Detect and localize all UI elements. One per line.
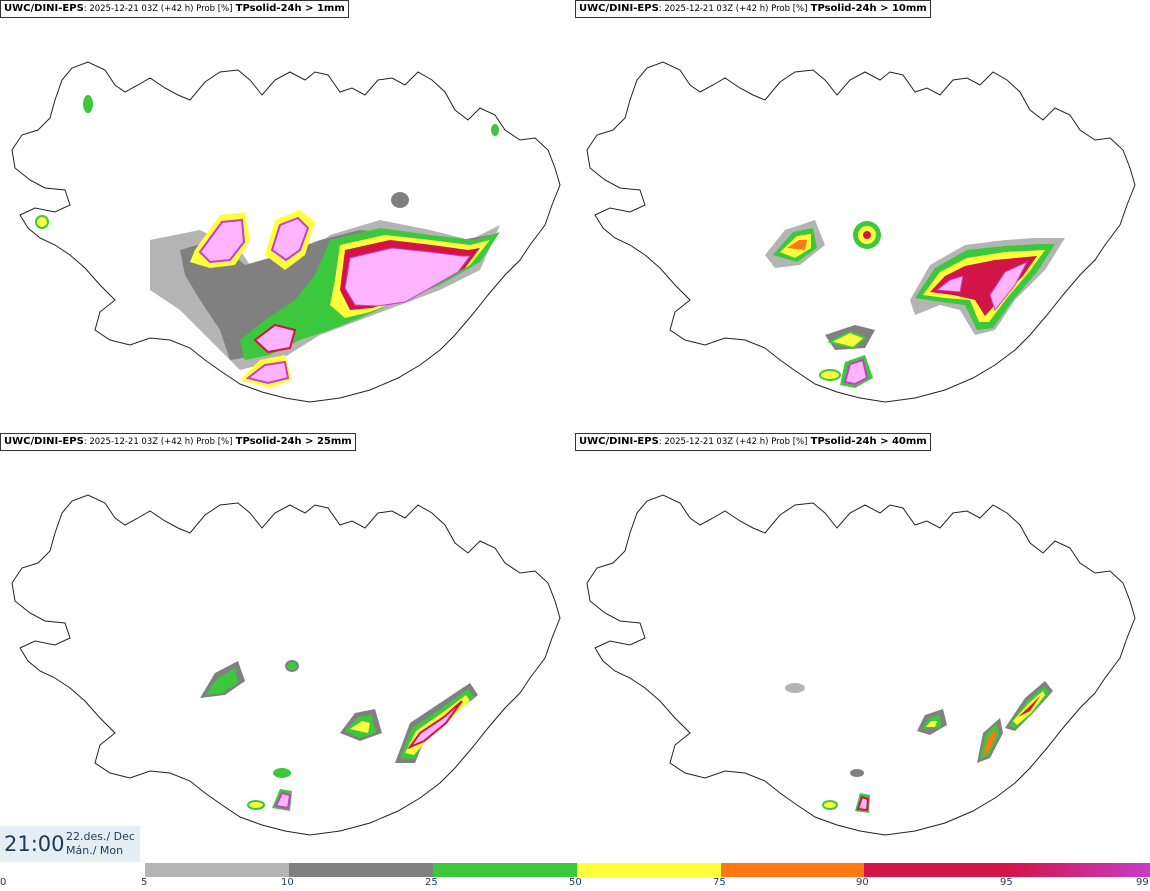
probability-colorbar [145, 863, 1150, 877]
model-label: UWC/DINI-EPS [579, 436, 659, 447]
run-meta: : 2025-12-21 03Z (+42 h) Prob [%] [83, 4, 233, 14]
iceland-map [11, 494, 561, 836]
iceland-map [586, 494, 1136, 836]
panel-title: UWC/DINI-EPS: 2025-12-21 03Z (+42 h) Pro… [575, 0, 931, 18]
valid-time: 21:00 [4, 832, 65, 856]
valid-date: 22.des./ Dec Mán./ Mon [66, 830, 135, 858]
run-meta: : 2025-12-21 03Z (+42 h) Prob [%] [658, 4, 808, 14]
valid-time-box: 21:00 22.des./ Dec Mán./ Mon [0, 826, 140, 862]
map-panel-10mm: UWC/DINI-EPS: 2025-12-21 03Z (+42 h) Pro… [575, 0, 1150, 430]
model-label: UWC/DINI-EPS [4, 3, 84, 14]
colorbar-segment [289, 863, 433, 877]
colorbar-segment [721, 863, 864, 877]
iceland-map [586, 61, 1136, 403]
map-panel-25mm: UWC/DINI-EPS: 2025-12-21 03Z (+42 h) Pro… [0, 433, 575, 863]
colorbar-segment [145, 863, 289, 877]
colorbar-tick: 75 [713, 877, 726, 888]
colorbar-segment [1007, 863, 1150, 877]
iceland-map [11, 61, 561, 403]
panel-title: UWC/DINI-EPS: 2025-12-21 03Z (+42 h) Pro… [575, 433, 931, 451]
run-meta: : 2025-12-21 03Z (+42 h) Prob [%] [658, 437, 808, 447]
colorbar-segment [864, 863, 1007, 877]
panel-title: UWC/DINI-EPS: 2025-12-21 03Z (+42 h) Pro… [0, 0, 349, 18]
colorbar-tick: 5 [141, 877, 148, 888]
colorbar-tick: 10 [281, 877, 294, 888]
valid-date-line2: Mán./ Mon [66, 844, 124, 857]
colorbar-segment [433, 863, 577, 877]
model-label: UWC/DINI-EPS [579, 3, 659, 14]
colorbar-tick: 95 [1000, 877, 1013, 888]
map-panel-40mm: UWC/DINI-EPS: 2025-12-21 03Z (+42 h) Pro… [575, 433, 1150, 863]
colorbar-tick: 99 [1136, 877, 1149, 888]
colorbar-tick: 25 [425, 877, 438, 888]
valid-date-line1: 22.des./ Dec [66, 830, 135, 843]
colorbar-segment [577, 863, 721, 877]
panel-title: UWC/DINI-EPS: 2025-12-21 03Z (+42 h) Pro… [0, 433, 356, 451]
run-meta: : 2025-12-21 03Z (+42 h) Prob [%] [83, 437, 233, 447]
variable-label: TPsolid-24h > 1mm [235, 3, 345, 14]
variable-label: TPsolid-24h > 40mm [810, 436, 927, 447]
colorbar-tick: 50 [569, 877, 582, 888]
model-label: UWC/DINI-EPS [4, 436, 84, 447]
variable-label: TPsolid-24h > 10mm [810, 3, 927, 14]
colorbar-tick: 0 [0, 877, 7, 888]
map-panel-1mm: UWC/DINI-EPS: 2025-12-21 03Z (+42 h) Pro… [0, 0, 575, 430]
colorbar-tick: 90 [856, 877, 869, 888]
variable-label: TPsolid-24h > 25mm [235, 436, 352, 447]
